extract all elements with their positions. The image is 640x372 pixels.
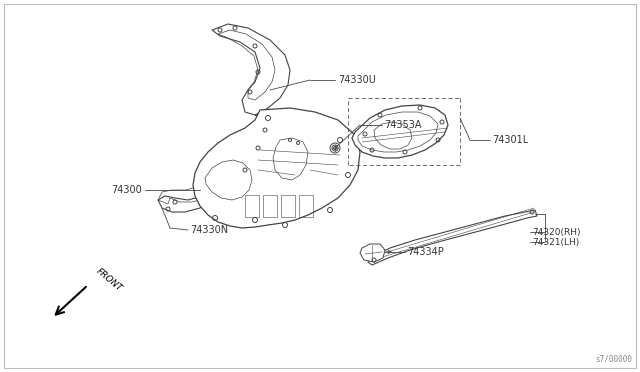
Text: s7/00000: s7/00000 [595, 355, 632, 364]
Polygon shape [158, 115, 278, 212]
Text: 74353A: 74353A [384, 120, 422, 130]
Text: 74330U: 74330U [338, 75, 376, 85]
Text: 74334P: 74334P [407, 247, 444, 257]
Polygon shape [212, 24, 290, 115]
Text: 74301L: 74301L [492, 135, 528, 145]
Polygon shape [360, 244, 385, 262]
Polygon shape [368, 210, 537, 265]
Polygon shape [352, 105, 448, 158]
Text: 74320(RH): 74320(RH) [532, 228, 580, 237]
Text: FRONT: FRONT [94, 267, 124, 294]
Text: 74300: 74300 [111, 185, 142, 195]
Text: 74330N: 74330N [190, 225, 228, 235]
Text: 74321(LH): 74321(LH) [532, 237, 579, 247]
Polygon shape [193, 108, 360, 228]
